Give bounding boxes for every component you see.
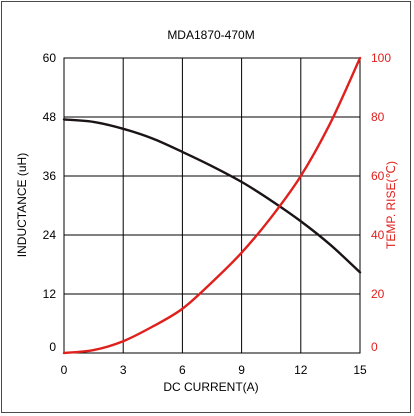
- y-axis-label: INDUCTANCE (uH): [15, 153, 29, 257]
- grid: [64, 58, 360, 353]
- x-tick-label: 9: [238, 363, 245, 377]
- x-tick-label: 6: [179, 363, 186, 377]
- x-tick-label: 12: [294, 363, 308, 377]
- y-tick-label: 24: [43, 228, 57, 242]
- chart-title: MDA1870-470M: [167, 28, 254, 42]
- y2-axis-label: TEMP. RISE(℃): [384, 161, 398, 249]
- x-tick-label: 3: [120, 363, 127, 377]
- x-tick-label: 0: [61, 363, 68, 377]
- y2-tick-label: 60: [371, 169, 385, 183]
- plot-border: [63, 57, 361, 354]
- y-tick-label: 36: [43, 169, 57, 183]
- y2-tick-label: 0: [371, 340, 378, 354]
- y-tick-label: 60: [43, 51, 57, 65]
- y-tick-label: 12: [43, 287, 57, 301]
- series-layer: [62, 56, 362, 355]
- y2-tick-label: 40: [371, 228, 385, 242]
- x-tick-label: 15: [353, 363, 367, 377]
- y2-tick-label: 80: [371, 110, 385, 124]
- y-tick-label: 0: [49, 340, 56, 354]
- x-axis-label: DC CURRENT(A): [163, 380, 258, 394]
- inductance-line: [62, 118, 362, 274]
- temperature-rise-line: [62, 56, 362, 355]
- y2-tick-label: 100: [371, 51, 391, 65]
- y2-tick-label: 20: [371, 287, 385, 301]
- y-tick-label: 48: [43, 110, 57, 124]
